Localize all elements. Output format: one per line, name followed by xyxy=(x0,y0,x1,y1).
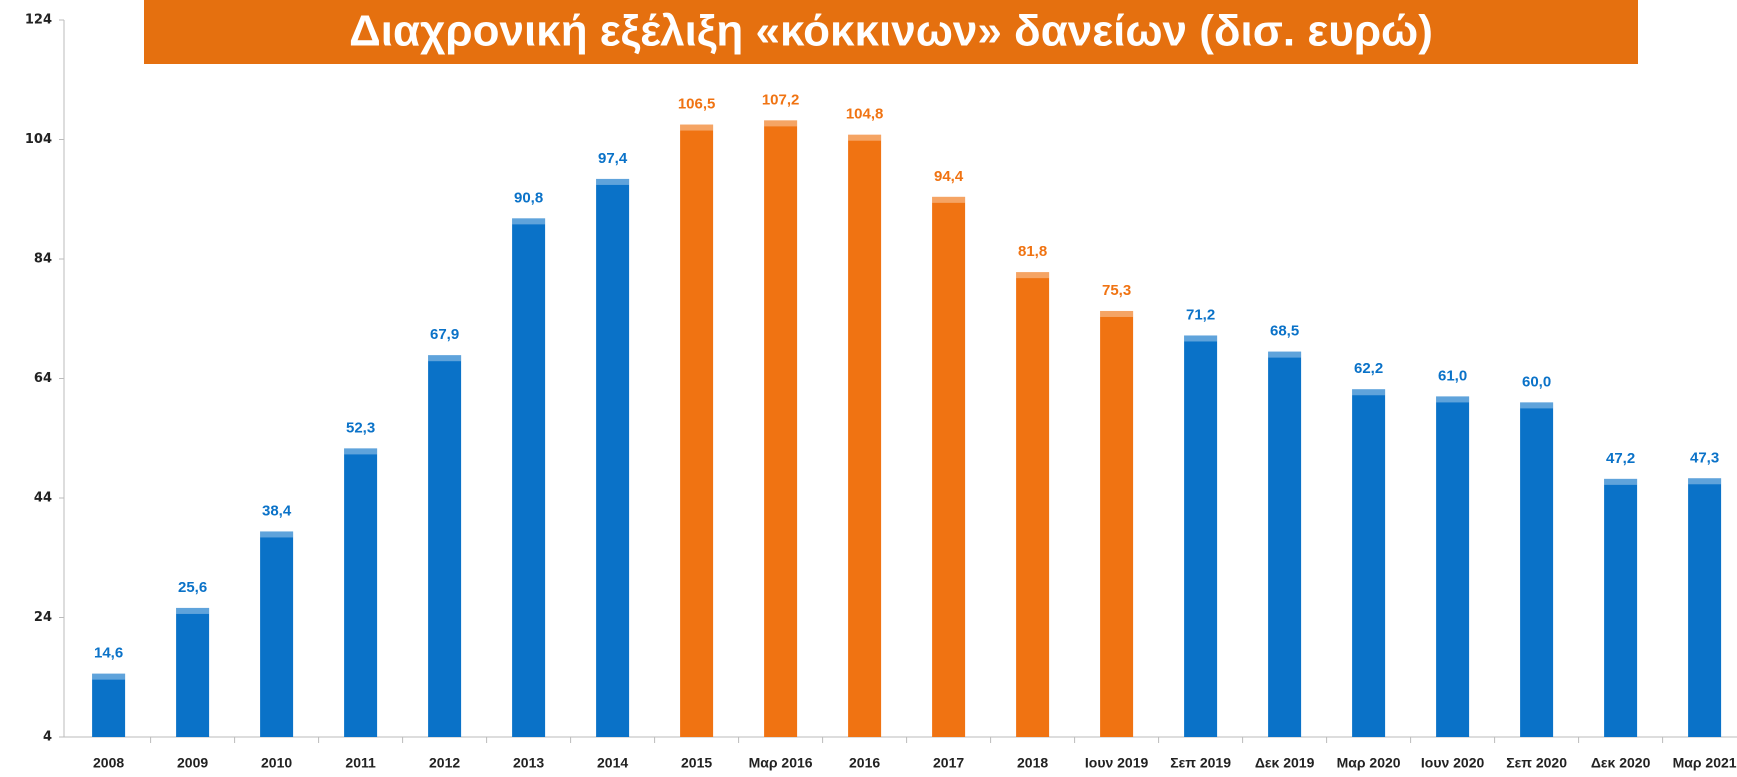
title-box xyxy=(144,0,1638,64)
bar xyxy=(932,196,966,738)
y-tick-label: 84 xyxy=(34,252,52,267)
x-tick-label: Δεκ 2020 xyxy=(1591,755,1651,771)
x-tick-label: Μαρ 2021 xyxy=(1673,755,1737,771)
value-label: 38,4 xyxy=(262,502,292,519)
bar xyxy=(596,178,630,737)
bar-cap xyxy=(680,124,714,131)
value-label: 71,2 xyxy=(1186,306,1215,323)
bar-cap xyxy=(428,355,462,362)
y-tick-label: 104 xyxy=(25,132,52,147)
value-label: 67,9 xyxy=(430,326,459,343)
value-label: 52,3 xyxy=(346,419,375,436)
x-tick-label: 2010 xyxy=(261,755,292,771)
value-label: 97,4 xyxy=(598,150,628,167)
x-tick-label: Σεπ 2019 xyxy=(1170,755,1231,771)
bar xyxy=(176,607,210,737)
bar-cap xyxy=(848,134,882,141)
bar-cap xyxy=(1688,478,1722,485)
x-tick-label: 2012 xyxy=(429,755,460,771)
value-label: 107,2 xyxy=(762,91,800,108)
x-tick-label: Ιουν 2019 xyxy=(1085,755,1149,771)
bar-cap xyxy=(764,120,798,127)
bar-cap xyxy=(596,178,630,185)
value-label: 75,3 xyxy=(1102,282,1131,299)
chart-title: Διαχρονική εξέλιξη «κόκκινων» δανείων (δ… xyxy=(349,7,1433,56)
value-label: 47,3 xyxy=(1690,449,1719,466)
x-tick-label: Σεπ 2020 xyxy=(1506,755,1567,771)
value-label: 81,8 xyxy=(1018,243,1047,260)
bar xyxy=(764,120,798,737)
x-tick-label: Μαρ 2016 xyxy=(749,755,813,771)
bar-cap xyxy=(932,196,966,203)
bar xyxy=(1100,310,1134,737)
x-tick-label: 2009 xyxy=(177,755,208,771)
bar-cap xyxy=(1604,478,1638,485)
y-tick-label: 24 xyxy=(34,610,52,625)
bar xyxy=(1184,335,1218,737)
bar-cap xyxy=(1100,310,1134,317)
bar-cap xyxy=(176,607,210,614)
bar-cap xyxy=(1352,389,1386,396)
bar-cap xyxy=(344,448,378,455)
x-tick-label: 2013 xyxy=(513,755,544,771)
value-label: 94,4 xyxy=(934,168,964,185)
bar xyxy=(512,218,546,737)
bar xyxy=(1268,351,1302,737)
bar xyxy=(1604,478,1638,737)
bar xyxy=(1016,272,1050,737)
y-tick-label: 124 xyxy=(25,13,52,28)
y-tick-label: 64 xyxy=(34,371,52,386)
bar xyxy=(1520,402,1554,737)
value-label: 90,8 xyxy=(514,189,543,206)
x-tick-label: 2017 xyxy=(933,755,964,771)
bar-cap xyxy=(1520,402,1554,409)
value-label: 61,0 xyxy=(1438,367,1467,384)
bar-cap xyxy=(512,218,546,225)
x-tick-label: 2015 xyxy=(681,755,712,771)
value-label: 104,8 xyxy=(846,106,884,123)
x-tick-label: 2011 xyxy=(345,755,376,771)
value-label: 106,5 xyxy=(678,96,716,113)
bar xyxy=(344,448,378,737)
bar-cap xyxy=(1016,272,1050,279)
bar xyxy=(92,673,126,737)
x-tick-label: Δεκ 2019 xyxy=(1255,755,1315,771)
x-tick-label: 2014 xyxy=(597,755,628,771)
bar xyxy=(1352,389,1386,737)
x-tick-label: 2018 xyxy=(1017,755,1048,771)
bar xyxy=(428,355,462,737)
x-tick-label: 2008 xyxy=(93,755,124,771)
bar-cap xyxy=(1268,351,1302,358)
bar-cap xyxy=(1436,396,1470,403)
bar xyxy=(1688,478,1722,737)
value-label: 47,2 xyxy=(1606,450,1635,467)
bar xyxy=(1436,396,1470,737)
value-label: 14,6 xyxy=(94,645,123,662)
value-label: 62,2 xyxy=(1354,360,1383,377)
bar xyxy=(680,124,714,737)
bar-cap xyxy=(92,673,126,680)
value-label: 68,5 xyxy=(1270,323,1299,340)
bar xyxy=(848,134,882,738)
value-label: 60,0 xyxy=(1522,373,1551,390)
value-label: 25,6 xyxy=(178,579,207,596)
bar-cap xyxy=(260,531,294,538)
x-tick-label: 2016 xyxy=(849,755,880,771)
x-tick-label: Ιουν 2020 xyxy=(1421,755,1485,771)
bar xyxy=(260,531,294,737)
y-tick-label: 44 xyxy=(34,491,52,506)
bar-cap xyxy=(1184,335,1218,342)
x-tick-label: Μαρ 2020 xyxy=(1337,755,1401,771)
y-tick-label: 4 xyxy=(43,730,52,745)
